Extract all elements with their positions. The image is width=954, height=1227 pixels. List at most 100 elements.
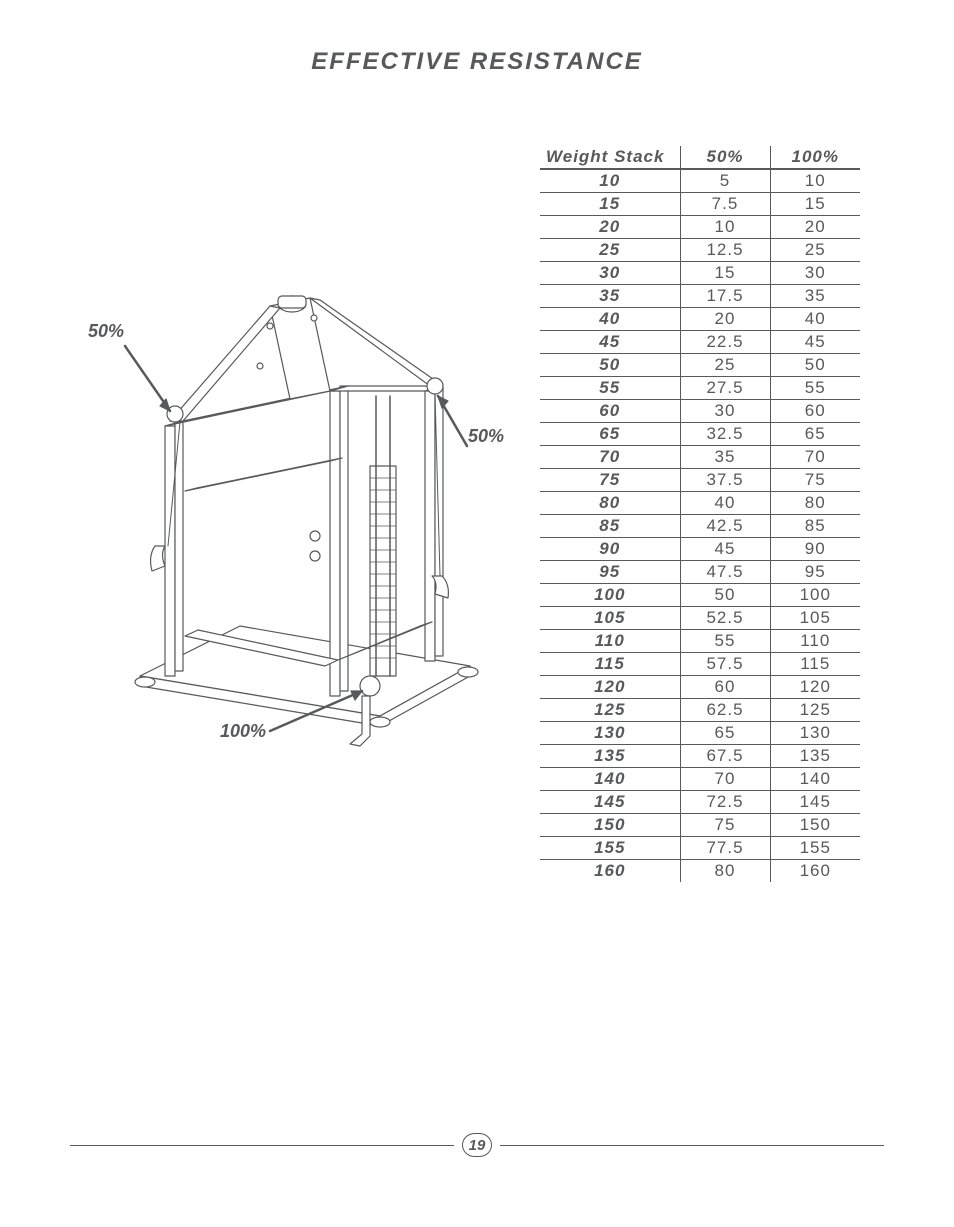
table-cell: 75 <box>680 814 770 837</box>
page-title: EFFECTIVE RESISTANCE <box>70 48 884 76</box>
table-row: 301530 <box>540 262 860 285</box>
table-cell: 12.5 <box>680 239 770 262</box>
table-cell: 27.5 <box>680 377 770 400</box>
table-cell: 110 <box>540 630 680 653</box>
table-row: 3517.535 <box>540 285 860 308</box>
table-cell: 67.5 <box>680 745 770 768</box>
table-cell: 70 <box>680 768 770 791</box>
table-row: 16080160 <box>540 860 860 883</box>
table-cell: 145 <box>540 791 680 814</box>
table-cell: 80 <box>540 492 680 515</box>
table-cell: 160 <box>540 860 680 883</box>
table-cell: 155 <box>770 837 860 860</box>
table-row: 10050100 <box>540 584 860 607</box>
table-cell: 10 <box>540 169 680 193</box>
table-cell: 20 <box>540 216 680 239</box>
table-cell: 110 <box>770 630 860 653</box>
machine-diagram <box>70 246 500 786</box>
table-cell: 50 <box>680 584 770 607</box>
table-cell: 10 <box>680 216 770 239</box>
table-cell: 55 <box>680 630 770 653</box>
table-row: 12562.5125 <box>540 699 860 722</box>
table-cell: 7.5 <box>680 193 770 216</box>
table-cell: 35 <box>770 285 860 308</box>
table-cell: 85 <box>540 515 680 538</box>
table-row: 11557.5115 <box>540 653 860 676</box>
table-row: 5527.555 <box>540 377 860 400</box>
table-row: 201020 <box>540 216 860 239</box>
table-row: 603060 <box>540 400 860 423</box>
table-cell: 115 <box>770 653 860 676</box>
table-cell: 135 <box>540 745 680 768</box>
table-cell: 30 <box>540 262 680 285</box>
col-header-100pct: 100% <box>770 146 860 169</box>
table-cell: 45 <box>540 331 680 354</box>
table-cell: 95 <box>540 561 680 584</box>
table-cell: 70 <box>770 446 860 469</box>
table-row: 9547.595 <box>540 561 860 584</box>
table-cell: 22.5 <box>680 331 770 354</box>
table-cell: 65 <box>770 423 860 446</box>
table-cell: 140 <box>770 768 860 791</box>
table-row: 7537.575 <box>540 469 860 492</box>
table-cell: 45 <box>770 331 860 354</box>
page-number-badge: 19 <box>462 1133 492 1157</box>
table-cell: 150 <box>770 814 860 837</box>
table-row: 6532.565 <box>540 423 860 446</box>
table-cell: 72.5 <box>680 791 770 814</box>
resistance-table: Weight Stack 50% 100% 10510157.515201020… <box>540 146 860 882</box>
table-cell: 20 <box>770 216 860 239</box>
table-cell: 65 <box>680 722 770 745</box>
table-row: 402040 <box>540 308 860 331</box>
table-column: Weight Stack 50% 100% 10510157.515201020… <box>500 146 884 882</box>
table-cell: 15 <box>770 193 860 216</box>
table-row: 157.515 <box>540 193 860 216</box>
table-cell: 25 <box>540 239 680 262</box>
content-row: 50% 50% 100% <box>70 146 884 882</box>
col-header-50pct: 50% <box>680 146 770 169</box>
table-cell: 70 <box>540 446 680 469</box>
table-cell: 50 <box>770 354 860 377</box>
table-row: 13065130 <box>540 722 860 745</box>
table-cell: 25 <box>680 354 770 377</box>
table-cell: 5 <box>680 169 770 193</box>
table-cell: 90 <box>540 538 680 561</box>
table-cell: 57.5 <box>680 653 770 676</box>
table-cell: 135 <box>770 745 860 768</box>
table-row: 10552.5105 <box>540 607 860 630</box>
callout-bottom: 100% <box>220 721 266 742</box>
table-cell: 20 <box>680 308 770 331</box>
table-cell: 40 <box>540 308 680 331</box>
table-row: 10510 <box>540 169 860 193</box>
table-cell: 125 <box>540 699 680 722</box>
table-cell: 130 <box>770 722 860 745</box>
table-row: 703570 <box>540 446 860 469</box>
table-cell: 35 <box>540 285 680 308</box>
footer-rule-right <box>500 1145 884 1146</box>
table-row: 14572.5145 <box>540 791 860 814</box>
table-cell: 77.5 <box>680 837 770 860</box>
col-header-weight-stack: Weight Stack <box>540 146 680 169</box>
table-cell: 155 <box>540 837 680 860</box>
table-cell: 60 <box>680 676 770 699</box>
table-cell: 125 <box>770 699 860 722</box>
table-cell: 160 <box>770 860 860 883</box>
diagram-column: 50% 50% 100% <box>70 146 500 786</box>
table-row: 14070140 <box>540 768 860 791</box>
table-cell: 60 <box>540 400 680 423</box>
table-cell: 65 <box>540 423 680 446</box>
table-cell: 17.5 <box>680 285 770 308</box>
table-header-row: Weight Stack 50% 100% <box>540 146 860 169</box>
table-row: 502550 <box>540 354 860 377</box>
table-cell: 30 <box>680 400 770 423</box>
table-cell: 120 <box>770 676 860 699</box>
footer-rule-left <box>70 1145 454 1146</box>
table-row: 2512.525 <box>540 239 860 262</box>
table-row: 8542.585 <box>540 515 860 538</box>
table-row: 13567.5135 <box>540 745 860 768</box>
table-row: 15075150 <box>540 814 860 837</box>
table-row: 15577.5155 <box>540 837 860 860</box>
table-cell: 90 <box>770 538 860 561</box>
callout-top-right: 50% <box>468 426 504 447</box>
table-cell: 30 <box>770 262 860 285</box>
